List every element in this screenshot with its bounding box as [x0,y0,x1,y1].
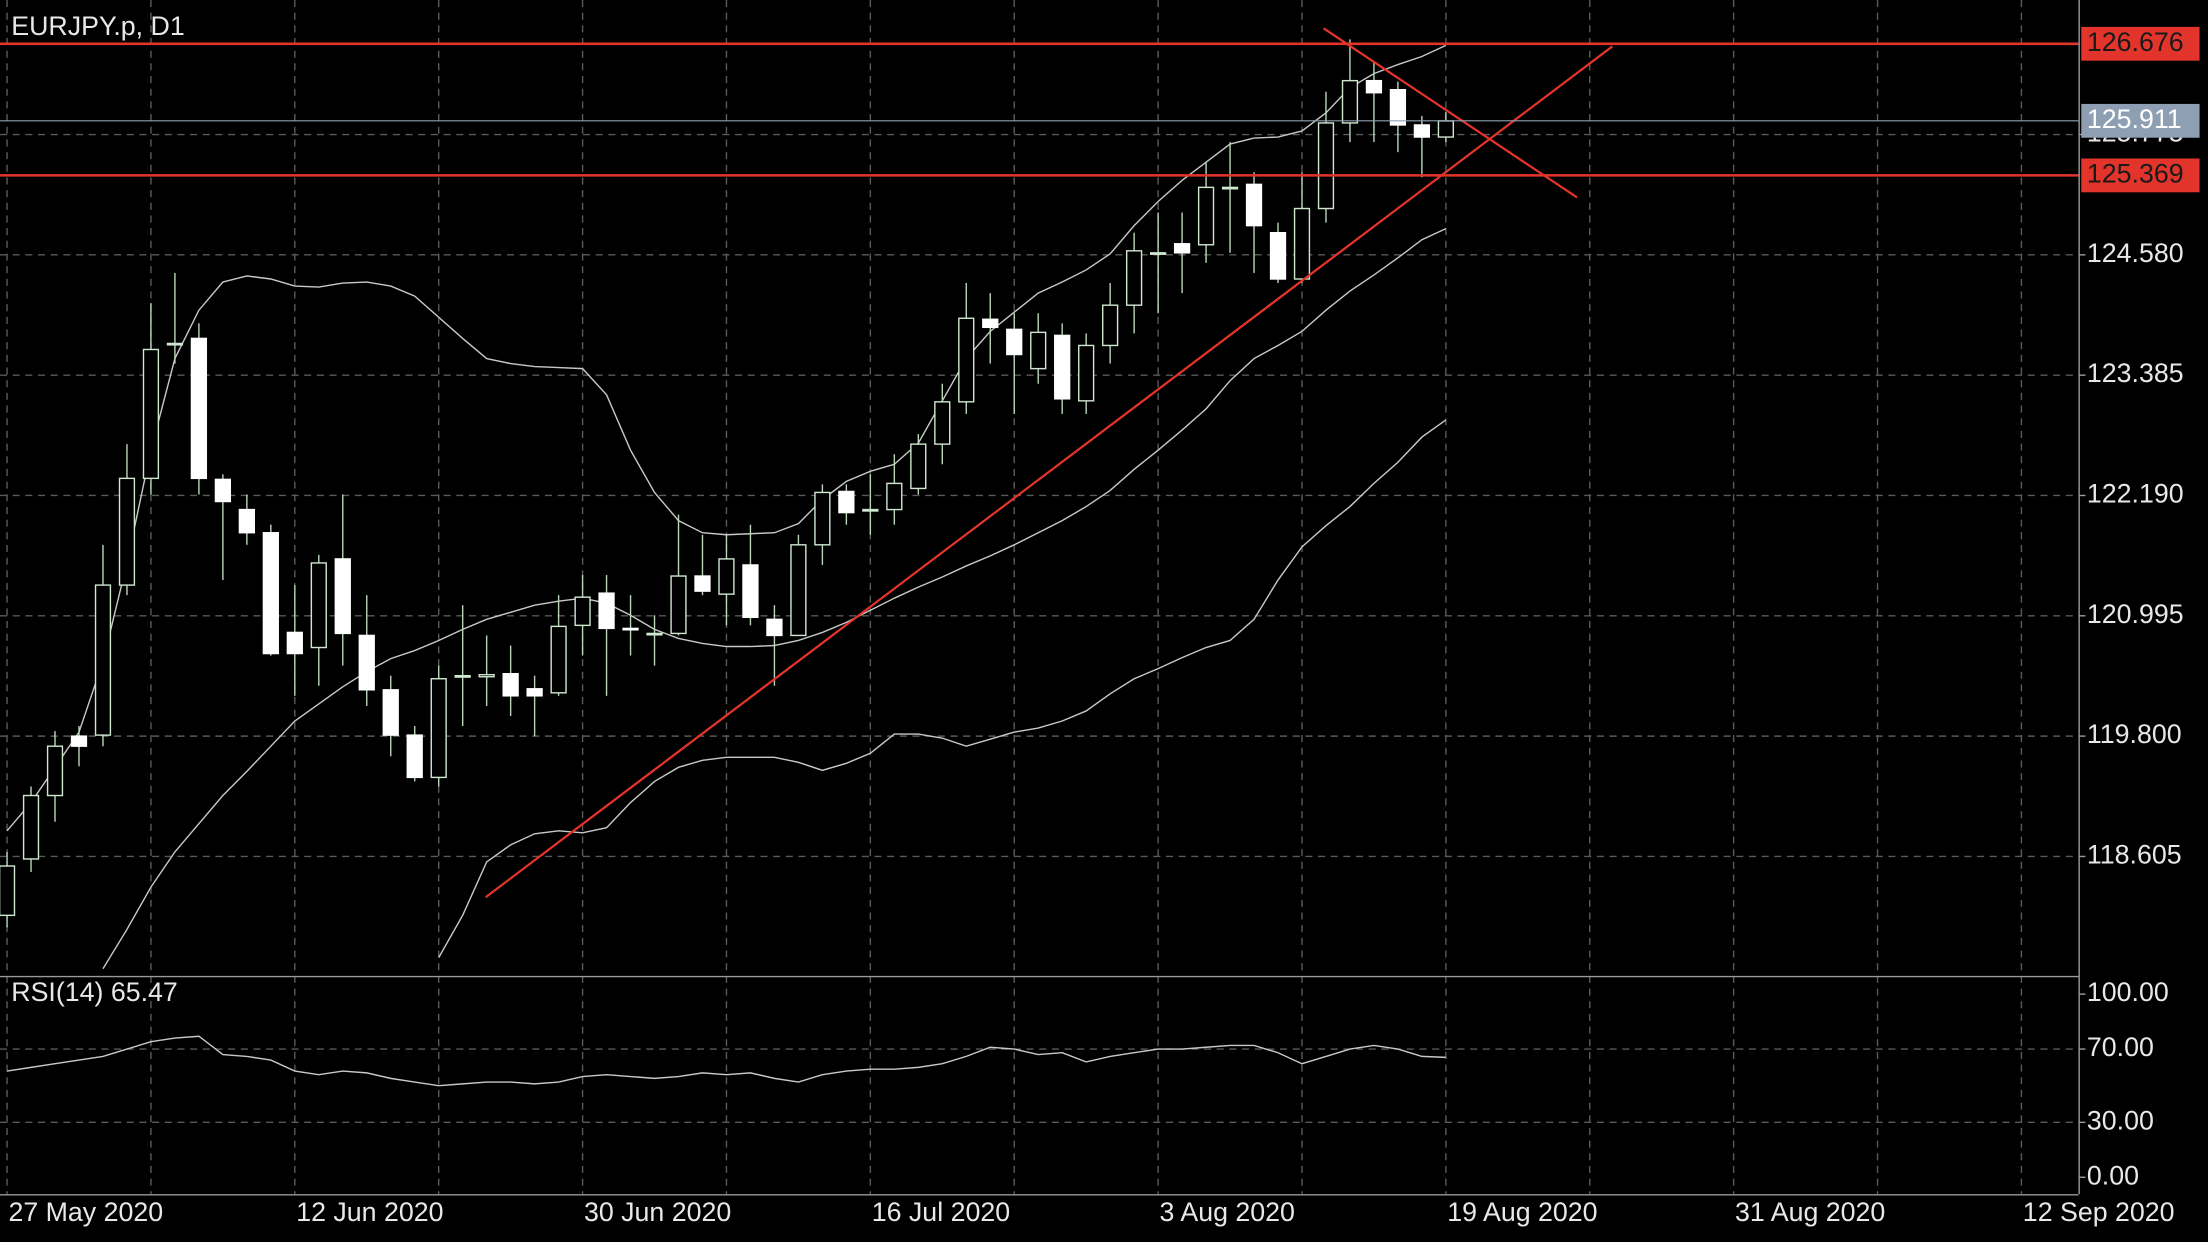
price-label: 125.911 [2087,104,2182,134]
level-label: 125.369 [2087,158,2184,188]
candle-body-bear [1269,231,1287,280]
candle-body-bull [118,477,136,586]
candle-body-bear [286,631,303,655]
candle-body-bull [166,342,184,346]
y-tick-label: 120.995 [2087,599,2184,629]
candle-body-bull [718,558,735,595]
y-tick-label: 122.190 [2087,479,2184,509]
candle-body-bear [358,634,375,691]
x-tick-label: 16 Jul 2020 [872,1197,1010,1227]
chart-title: EURJPY.p, D1 [11,11,184,41]
candle-body-bull [958,317,975,403]
x-tick-label: 30 Jun 2020 [584,1197,731,1227]
price-panel [0,27,2079,970]
rsi-title: RSI(14) 65.47 [11,977,178,1007]
candle-body-bull [1341,79,1359,124]
candle-body-bull [1293,207,1311,280]
candle-body-bull [1437,120,1455,138]
candle-body-bull [142,348,160,480]
candle-body-bull [22,794,40,860]
candle-body-bull [430,678,447,779]
bollinger-band [438,419,1447,958]
candle-body-bull [0,865,16,917]
x-tick-label: 12 Sep 2020 [2023,1197,2175,1227]
candle-body-bear [238,508,255,534]
candle-body-bear [382,689,399,736]
y-tick-label: 30.00 [2087,1105,2154,1135]
candle-body-bull [910,443,927,490]
candle-body-bull [1197,186,1215,246]
candle-body-bull [94,584,112,736]
candle-body-bull [1125,250,1143,306]
candle-body-bear [214,478,232,503]
level-label-box [2081,158,2200,193]
y-tick-label: 100.00 [2087,977,2169,1007]
candle-body-bull [574,596,591,627]
price-label-box [2081,103,2200,138]
x-tick-label: 12 Jun 2020 [296,1197,443,1227]
candle-body-bear [262,532,279,655]
candle-body-bull [478,673,495,678]
candle-body-bear [1006,328,1023,356]
candle-body-bear [334,558,351,635]
candle-body-bull [550,625,567,694]
candle-body-bear [622,627,639,631]
candle-body-bear [982,318,999,329]
candle-body-bear [1173,243,1191,254]
trend-line [485,45,1613,899]
y-tick-label: 70.00 [2087,1032,2154,1062]
candle-body-bear [694,575,711,592]
candle-body-bull [1030,331,1047,370]
x-tick-label: 3 Aug 2020 [1160,1197,1295,1227]
y-tick-label: 124.580 [2087,238,2184,268]
candle-body-bull [454,675,471,678]
candle-body-bull [310,562,327,649]
candle-body-bull [646,632,663,636]
y-tick-label: 123.385 [2087,358,2184,388]
candle-body-bear [1245,183,1263,227]
candle-body-bull [46,745,64,797]
trend-line [1322,27,1578,199]
candle-body-bear [190,337,208,480]
level-label-box [2081,26,2200,61]
candle-body-bull [1317,122,1335,210]
candle-body-bear [598,592,615,630]
candle-body-bull [1149,252,1167,255]
candle-body-bull [934,401,951,445]
candle-body-bear [838,490,855,514]
x-tick-label: 19 Aug 2020 [1447,1197,1597,1227]
candle-body-bear [1054,334,1071,400]
x-tick-label: 31 Aug 2020 [1735,1197,1885,1227]
candle-body-bear [742,564,759,619]
candle-body-bull [1102,304,1119,347]
candle-body-bull [1221,186,1239,190]
axis-layer: 27 May 2020 12 Jun 2020 30 Jun 2020 16 Jul … [8,26,2200,1227]
candle-body-bull [670,575,687,635]
rsi-panel [6,1035,1446,1087]
candle-body-bear [526,688,543,697]
candle-body-bear [1413,124,1431,138]
grid-layer [0,0,2079,1195]
candle-body-bear [406,734,423,779]
candle-body-bull [862,508,879,512]
candle-body-bear [502,672,519,697]
x-tick-label: 27 May 2020 [8,1197,163,1227]
rsi-line [6,1035,1446,1087]
candle-body-bull [886,482,903,511]
candle-body-bear [1365,79,1383,94]
level-label: 126.676 [2087,27,2184,57]
candle-body-bull [1078,344,1095,402]
candle-body-bear [1389,89,1407,126]
candle-body-bull [790,544,807,637]
candle-body-bull [814,491,831,546]
y-tick-label: 0.00 [2087,1160,2139,1190]
y-tick-label: 118.605 [2087,840,2182,870]
candle-body-bear [766,618,783,637]
y-tick-label: 119.800 [2087,719,2182,749]
candle-body-bear [70,735,88,747]
